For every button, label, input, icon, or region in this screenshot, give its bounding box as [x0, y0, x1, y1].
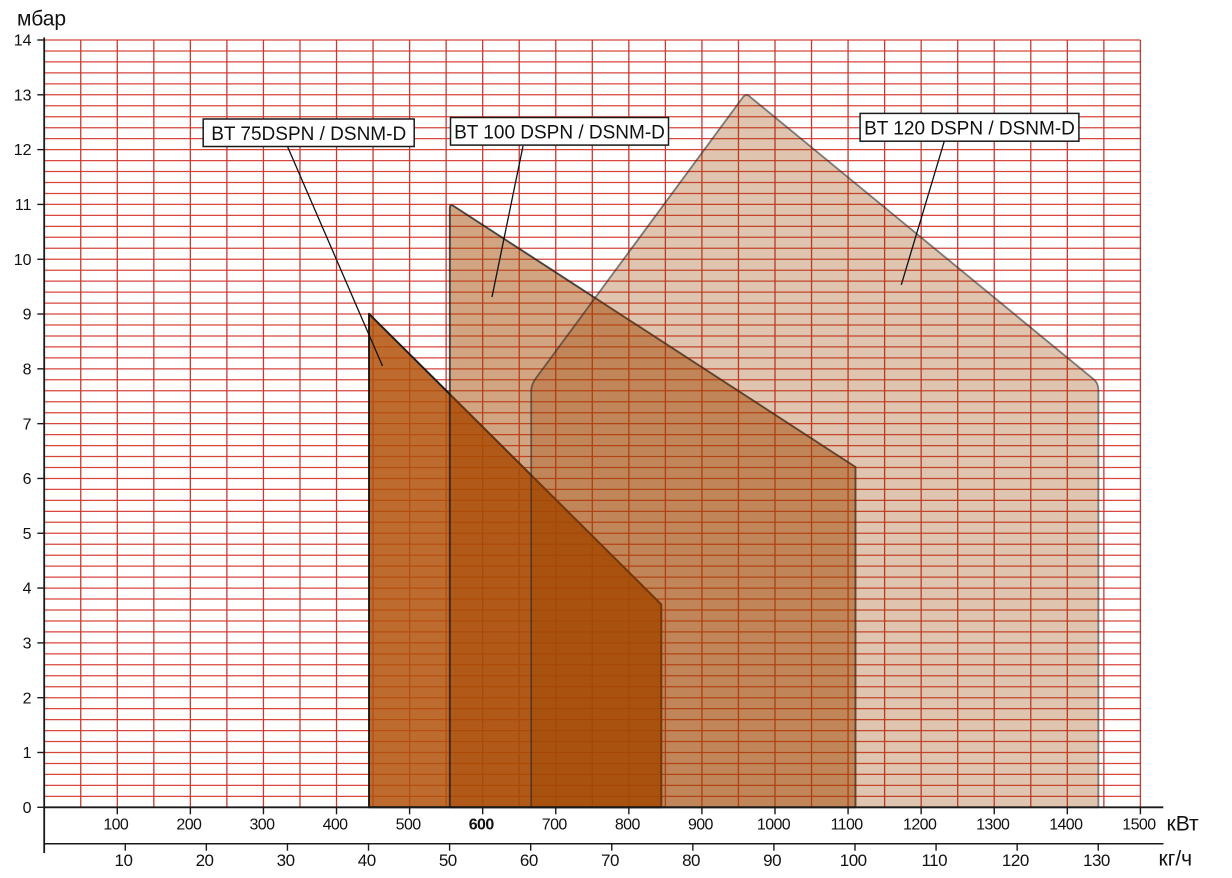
- svg-text:4: 4: [23, 581, 32, 598]
- svg-text:кг/ч: кг/ч: [1159, 848, 1193, 871]
- svg-text:1100: 1100: [831, 817, 864, 834]
- svg-text:20: 20: [196, 851, 214, 870]
- svg-text:13: 13: [14, 87, 32, 104]
- svg-text:200: 200: [176, 817, 202, 834]
- svg-text:3: 3: [23, 635, 32, 652]
- svg-text:30: 30: [277, 851, 295, 870]
- svg-text:2: 2: [23, 690, 32, 707]
- svg-text:90: 90: [763, 851, 781, 870]
- svg-text:9: 9: [23, 307, 32, 324]
- svg-text:0: 0: [23, 800, 32, 817]
- svg-text:6: 6: [23, 471, 32, 488]
- svg-text:10: 10: [115, 851, 133, 870]
- svg-text:BT 100 DSPN / DSNM-D: BT 100 DSPN / DSNM-D: [454, 123, 665, 144]
- svg-text:1: 1: [23, 745, 32, 762]
- svg-text:мбар: мбар: [17, 8, 66, 31]
- svg-text:кВт: кВт: [1167, 813, 1199, 836]
- svg-text:80: 80: [682, 851, 700, 870]
- svg-text:1400: 1400: [1049, 817, 1083, 834]
- svg-text:14: 14: [14, 33, 32, 50]
- svg-text:800: 800: [615, 817, 641, 834]
- svg-text:400: 400: [323, 817, 349, 834]
- svg-text:600: 600: [469, 817, 495, 834]
- svg-text:110: 110: [921, 851, 947, 870]
- svg-text:60: 60: [520, 851, 538, 870]
- svg-text:10: 10: [14, 252, 32, 269]
- svg-text:900: 900: [688, 817, 714, 834]
- svg-text:1500: 1500: [1122, 817, 1156, 834]
- svg-text:70: 70: [601, 851, 619, 870]
- svg-text:700: 700: [542, 817, 568, 834]
- svg-text:120: 120: [1002, 851, 1029, 870]
- svg-text:130: 130: [1083, 851, 1110, 870]
- svg-text:8: 8: [23, 361, 32, 378]
- svg-text:BT 75DSPN / DSNM-D: BT 75DSPN / DSNM-D: [211, 124, 406, 145]
- svg-text:BT 120 DSPN / DSNM-D: BT 120 DSPN / DSNM-D: [864, 119, 1075, 140]
- svg-text:7: 7: [23, 416, 32, 433]
- svg-text:50: 50: [439, 851, 457, 870]
- svg-text:1300: 1300: [976, 817, 1010, 834]
- svg-text:12: 12: [14, 142, 32, 159]
- svg-text:500: 500: [396, 817, 422, 834]
- svg-text:100: 100: [840, 851, 867, 870]
- svg-text:1000: 1000: [757, 817, 791, 834]
- svg-text:1200: 1200: [903, 817, 937, 834]
- svg-text:300: 300: [249, 817, 275, 834]
- svg-text:40: 40: [358, 851, 376, 870]
- svg-text:11: 11: [15, 197, 32, 214]
- svg-text:5: 5: [23, 526, 32, 543]
- svg-text:100: 100: [103, 817, 129, 834]
